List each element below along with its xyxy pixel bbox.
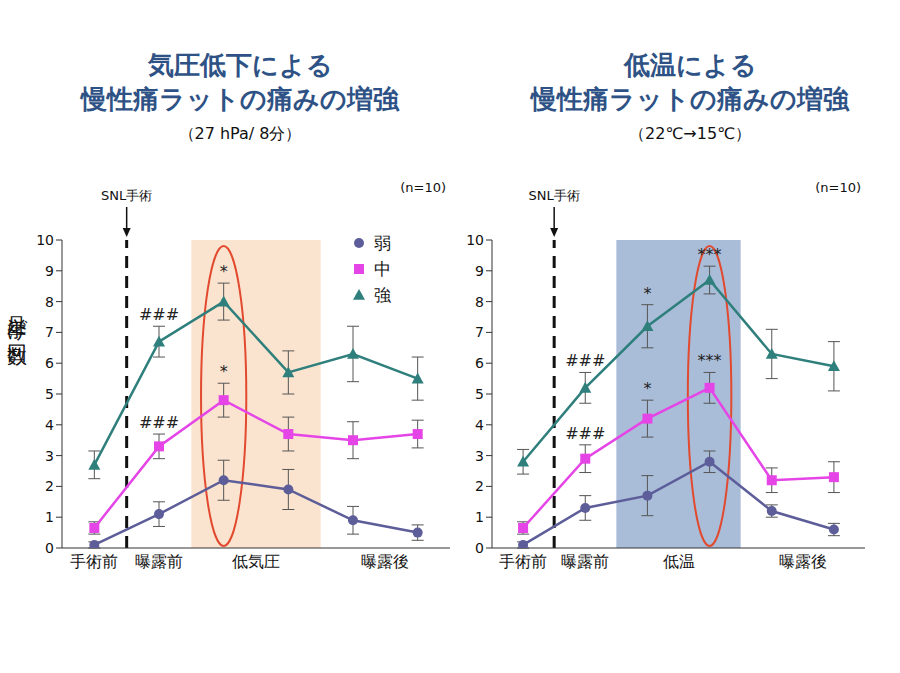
svg-text:3: 3 — [45, 448, 54, 464]
svg-text:2: 2 — [45, 478, 54, 494]
svg-text:曝露後: 曝露後 — [779, 552, 827, 571]
html-text:（27 hPa/ 8分）: （27 hPa/ 8分） — [178, 124, 302, 143]
svg-text:*: * — [220, 262, 228, 281]
html-text:強: 強 — [374, 284, 391, 305]
svg-text:曝露後: 曝露後 — [361, 552, 409, 571]
html-text:(n=10): (n=10) — [815, 180, 861, 195]
svg-text:*: * — [643, 379, 651, 398]
svg-text:*: * — [220, 362, 228, 381]
svg-text:曝露前: 曝露前 — [561, 552, 609, 571]
svg-text:9: 9 — [45, 263, 54, 279]
svg-text:0: 0 — [45, 540, 54, 556]
svg-text:*: * — [643, 284, 651, 303]
svg-text:1: 1 — [45, 509, 54, 525]
html-text:弱: 弱 — [374, 232, 391, 253]
html-text:低温による: 低温による — [623, 50, 757, 80]
html-text:(n=10): (n=10) — [400, 180, 446, 195]
svg-text:9: 9 — [475, 263, 484, 279]
svg-text:曝露前: 曝露前 — [135, 552, 183, 571]
html-text:慢性痛ラットの痛みの増強: 慢性痛ラットの痛みの増強 — [531, 84, 849, 114]
svg-text:SNL手術: SNL手術 — [529, 188, 580, 203]
svg-text:5: 5 — [475, 386, 484, 402]
svg-text:手術前: 手術前 — [70, 552, 118, 571]
svg-text:***: *** — [698, 351, 722, 370]
svg-text:1: 1 — [475, 509, 484, 525]
svg-text:0: 0 — [475, 540, 484, 556]
html-text:中: 中 — [374, 258, 391, 279]
svg-text:6: 6 — [475, 355, 484, 371]
svg-text:7: 7 — [475, 324, 484, 340]
svg-text:4: 4 — [45, 417, 54, 433]
svg-text:8: 8 — [45, 294, 54, 310]
svg-text:10: 10 — [466, 232, 484, 248]
svg-text:SNL手術: SNL手術 — [101, 188, 152, 203]
svg-text:###: ### — [139, 413, 179, 432]
svg-text:8: 8 — [475, 294, 484, 310]
html-text:慢性痛ラットの痛みの増強: 慢性痛ラットの痛みの増強 — [81, 84, 399, 114]
html-text:足挙げ回数: 足挙げ回数 — [5, 300, 29, 333]
svg-text:手術前: 手術前 — [499, 552, 547, 571]
html-text:（22℃→15℃）: （22℃→15℃） — [629, 124, 751, 143]
svg-text:低気圧: 低気圧 — [232, 552, 280, 571]
svg-text:3: 3 — [475, 448, 484, 464]
html-text:気圧低下による: 気圧低下による — [147, 50, 333, 80]
svg-text:###: ### — [139, 305, 179, 324]
svg-text:2: 2 — [475, 478, 484, 494]
svg-text:###: ### — [565, 424, 605, 443]
svg-text:5: 5 — [45, 386, 54, 402]
svg-text:4: 4 — [475, 417, 484, 433]
svg-text:10: 10 — [36, 232, 54, 248]
svg-text:###: ### — [565, 351, 605, 370]
svg-text:7: 7 — [45, 324, 54, 340]
svg-text:6: 6 — [45, 355, 54, 371]
svg-text:低温: 低温 — [663, 552, 695, 571]
svg-text:***: *** — [698, 245, 722, 264]
